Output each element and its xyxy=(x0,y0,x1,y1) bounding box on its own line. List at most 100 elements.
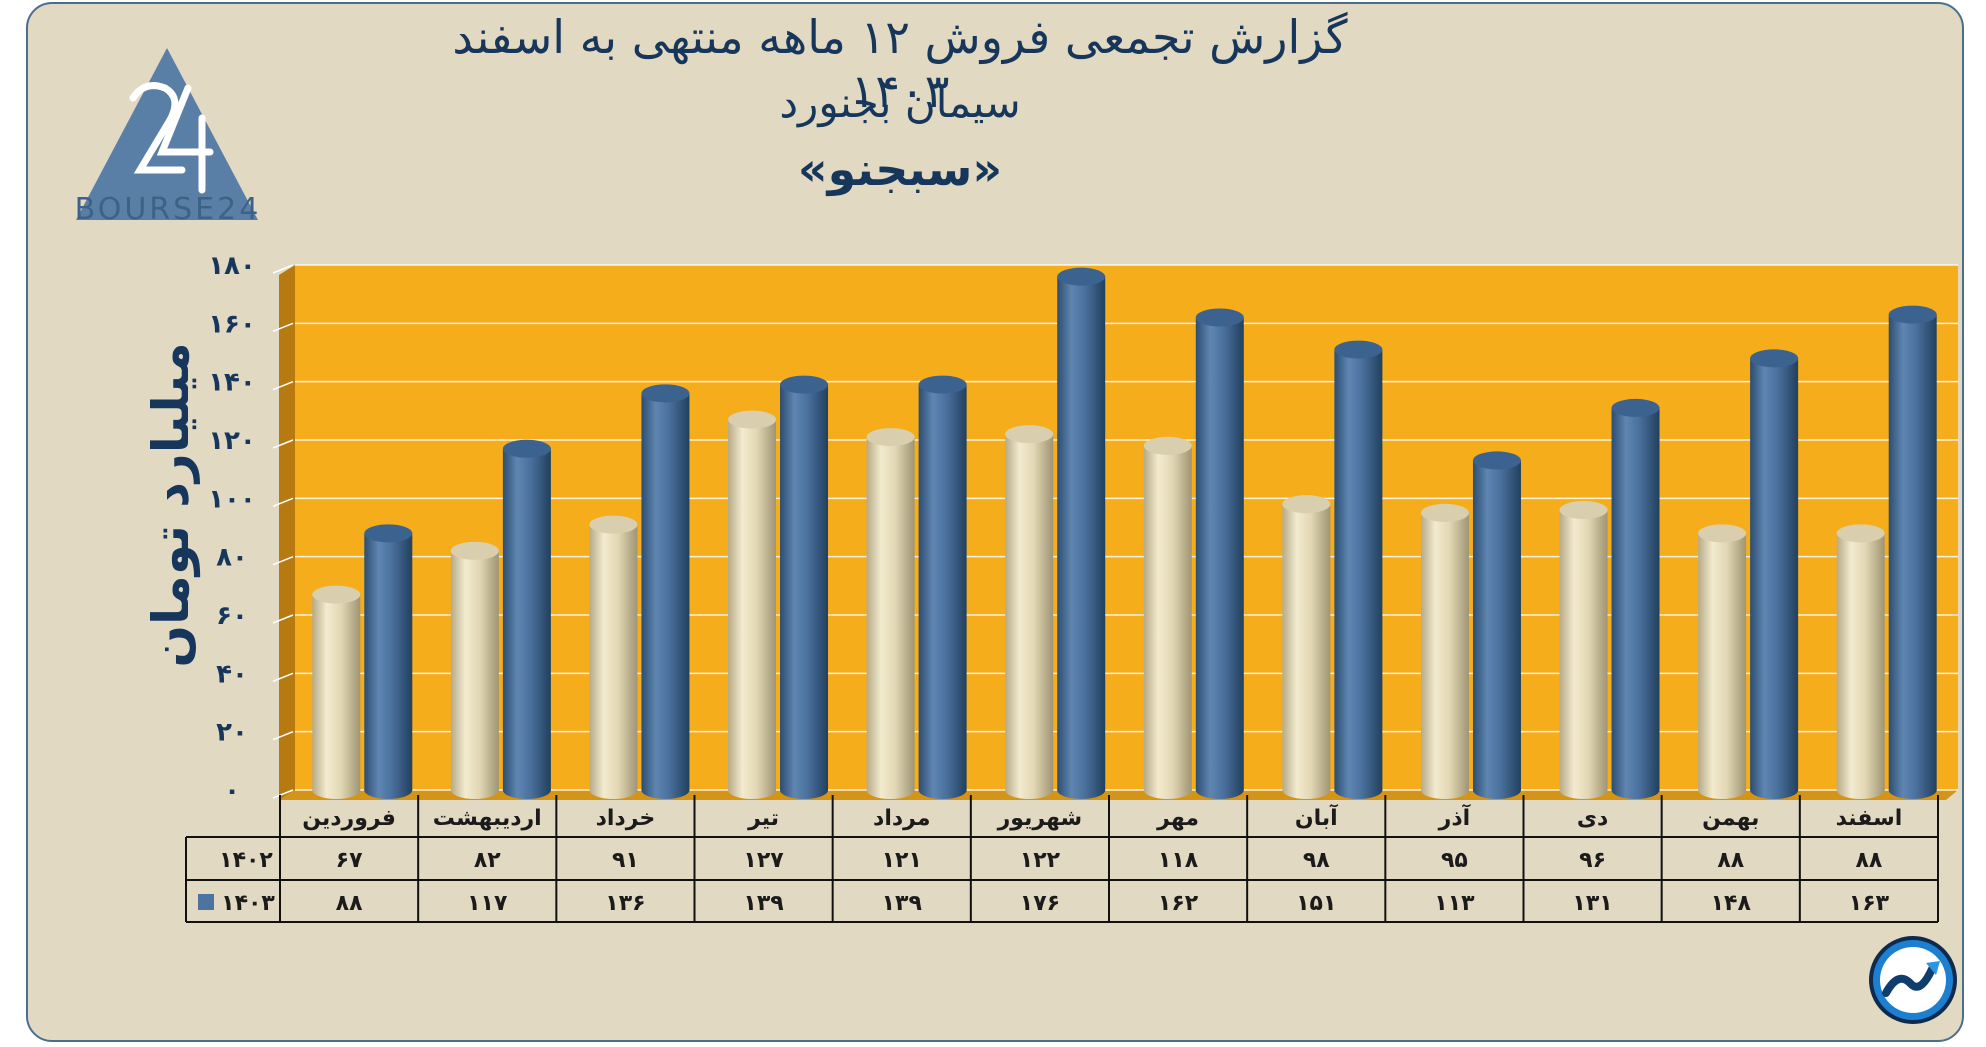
bar-1402 xyxy=(1282,495,1331,799)
legend-swatch-1403 xyxy=(198,894,214,910)
bar-1403-body xyxy=(1057,276,1106,791)
logo-text: BOURSE24 xyxy=(74,192,262,227)
data-label-1402: ۱۲۱ xyxy=(882,848,922,873)
bourse24-logo xyxy=(76,48,258,220)
bar-1403-base xyxy=(1057,781,1106,799)
data-label-1403: ۱۵۱ xyxy=(1296,891,1336,916)
data-label-1402: ۶۷ xyxy=(336,848,363,873)
bar-1402 xyxy=(312,585,361,799)
bar-1402-base xyxy=(1282,781,1331,799)
bar-1402-body xyxy=(1282,504,1331,790)
bar-1402-top xyxy=(1282,495,1331,514)
data-label-1402: ۸۸ xyxy=(1855,848,1882,873)
gridline-side xyxy=(272,672,294,683)
bar-1402 xyxy=(1143,436,1192,799)
x-category-label: مهر xyxy=(1156,806,1199,831)
bar-1403-body xyxy=(1888,314,1937,790)
bar-1403-base xyxy=(1888,781,1937,799)
bar-1402-body xyxy=(1005,434,1054,790)
bar-1403 xyxy=(1057,267,1106,799)
bar-1402-base xyxy=(866,781,915,799)
bar-1402 xyxy=(450,541,499,799)
chart-title-line1: گزارش تجمعی فروش ۱۲ ماهه منتهی به اسفند … xyxy=(452,10,1348,118)
bar-1402-body xyxy=(1143,445,1192,790)
gridline-side xyxy=(272,497,294,508)
y-tick-label: ۲۰ xyxy=(216,718,248,748)
bar-1403-body xyxy=(1472,460,1521,790)
legend-label-1402: ۱۴۰۲ xyxy=(219,848,273,873)
bar-1402-top xyxy=(866,428,915,447)
y-tick-label: ۶۰ xyxy=(216,601,248,631)
gridline-side xyxy=(272,439,294,449)
data-label-1402: ۱۱۸ xyxy=(1158,848,1199,873)
chart-title-line2: سیمان بجنورد xyxy=(779,78,1021,127)
plot-area xyxy=(295,265,1958,790)
chart-title-line3: «سبجنو» xyxy=(797,142,1003,196)
bar-1402-top xyxy=(312,585,361,604)
bar-1403 xyxy=(1750,349,1799,799)
bar-1403-top xyxy=(641,384,690,403)
x-category-label: آبان xyxy=(1295,803,1338,831)
bar-1402-base xyxy=(1836,781,1885,799)
gridline-side xyxy=(272,555,294,566)
bar-1403-top xyxy=(1334,340,1383,359)
bar-1403-top xyxy=(364,524,413,543)
bar-1402-top xyxy=(1559,501,1608,519)
x-category-label: آذر xyxy=(1438,803,1471,831)
bar-1403-base xyxy=(1195,781,1244,799)
bar-1403-top xyxy=(780,375,829,394)
bar-1402-base xyxy=(1143,781,1192,799)
bar-1403-top xyxy=(1888,305,1937,324)
x-category-label: فروردین xyxy=(302,806,396,831)
bar-1402 xyxy=(1559,501,1608,799)
data-label-1403: ۱۳۹ xyxy=(743,891,783,916)
bar-1402 xyxy=(728,410,777,799)
gridline-side xyxy=(272,789,294,799)
data-label-1403: ۱۶۲ xyxy=(1158,891,1199,916)
bar-1403 xyxy=(364,524,413,799)
bar-1403-top xyxy=(1472,451,1521,470)
data-label-1402: ۹۱ xyxy=(612,848,639,873)
bar-1402-body xyxy=(1420,512,1469,790)
y-tick-label: ۱۲۰ xyxy=(208,426,256,456)
bar-1402-top xyxy=(450,541,499,560)
x-category-label: خرداد xyxy=(596,806,656,831)
bar-1402-body xyxy=(728,419,777,790)
y-tick-label: ۸۰ xyxy=(216,543,248,573)
x-category-label: اردیبهشت xyxy=(433,806,542,831)
bar-1403-top xyxy=(1195,308,1244,327)
bar-1403 xyxy=(1888,305,1937,799)
bar-1403 xyxy=(780,375,829,799)
bar-1402 xyxy=(1005,425,1054,799)
x-category-label: شهریور xyxy=(997,806,1083,831)
data-label-1403: ۱۳۱ xyxy=(1572,891,1612,916)
bar-1403-base xyxy=(641,781,690,799)
gridline-side xyxy=(272,730,294,741)
bar-1402-top xyxy=(1698,524,1747,543)
bar-1402 xyxy=(589,515,638,799)
bar-1402-body xyxy=(1559,510,1608,790)
data-label-1403: ۱۶۳ xyxy=(1849,891,1890,916)
x-category-label: تیر xyxy=(747,806,779,831)
bar-1403 xyxy=(641,384,690,799)
y-tick-label: ۴۰ xyxy=(216,659,248,689)
bar-1403-body xyxy=(1750,358,1799,790)
bar-1402 xyxy=(1836,524,1885,799)
bar-1402-top xyxy=(728,410,777,429)
bar-1403-top xyxy=(1057,267,1106,286)
bar-1402 xyxy=(1698,524,1747,799)
bar-1402-body xyxy=(450,550,499,790)
bar-1403 xyxy=(1472,451,1521,799)
bar-1403-top xyxy=(918,375,967,394)
x-category-label: دی xyxy=(1577,806,1608,831)
x-category-label: بهمن xyxy=(1702,806,1759,831)
y-tick-label: ۱۴۰ xyxy=(208,368,256,398)
y-axis-title: میلیارد تومان xyxy=(142,342,201,667)
bar-1402-body xyxy=(1698,533,1747,790)
bar-1403 xyxy=(1334,340,1383,799)
bar-1403-body xyxy=(1611,407,1660,790)
x-category-label: اسفند xyxy=(1836,806,1903,831)
data-label-1402: ۹۸ xyxy=(1303,848,1330,873)
bar-1403-base xyxy=(1472,781,1521,799)
bar-1403-body xyxy=(641,393,690,790)
